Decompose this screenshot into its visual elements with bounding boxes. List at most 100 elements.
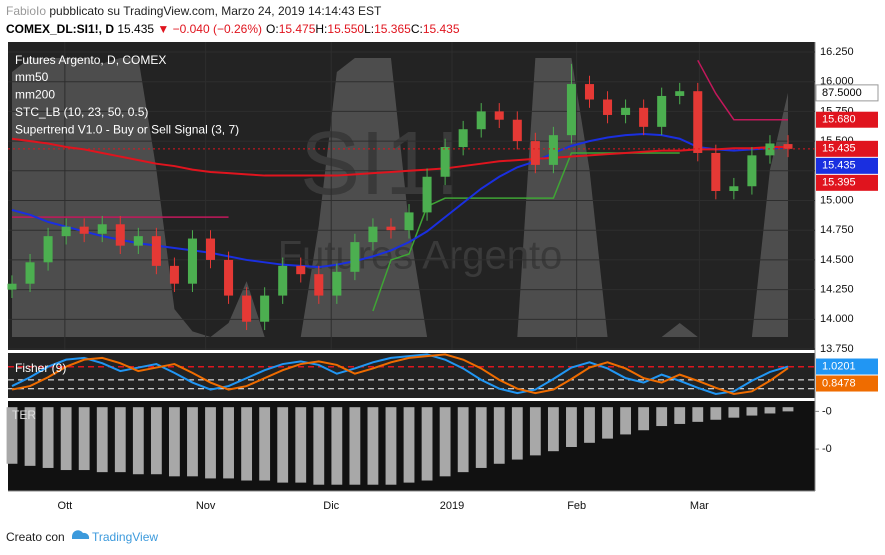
last: 15.435: [117, 22, 154, 36]
candle-body: [711, 152, 721, 192]
ter-bar: [746, 407, 758, 416]
y-tick-label: 14.500: [820, 254, 854, 266]
legend-entry: mm50: [15, 70, 49, 84]
ohlc-value: 15.475: [279, 22, 316, 36]
ter-title: TER: [12, 408, 36, 422]
candle-body: [187, 238, 197, 284]
candle-body: [621, 107, 631, 115]
candle-body: [422, 176, 432, 213]
candle-body: [278, 265, 288, 296]
legend-entry: STC_LB (10, 23, 50, 0.5): [15, 105, 148, 119]
ter-bar: [259, 407, 271, 481]
price-label: 15.680: [822, 114, 856, 126]
footer-text: Creato con: [6, 530, 65, 544]
candle-body: [61, 226, 71, 237]
y-tick-label: 14.750: [820, 224, 854, 236]
candle-body: [386, 226, 396, 231]
fisher-title: Fisher (9): [15, 361, 66, 375]
ter-bar: [205, 407, 216, 479]
ter-tick-label: -0: [822, 405, 832, 417]
candle-body: [657, 95, 667, 127]
candle-body: [584, 84, 594, 100]
symbol: COMEX_DL:SI1!, D: [6, 22, 114, 36]
candle-body: [783, 144, 793, 149]
candle-body: [765, 143, 775, 156]
ter-bar: [42, 407, 54, 468]
ter-bar: [782, 407, 794, 412]
fisher-label: 1.0201: [822, 360, 856, 372]
price-label: 15.395: [822, 177, 856, 189]
price-label-box: [816, 157, 878, 174]
ter-bar: [620, 407, 631, 435]
y-tick-label: 14.000: [820, 313, 854, 325]
pane-title: Futures Argento, D, COMEX: [15, 53, 166, 67]
ter-bar: [692, 407, 704, 422]
watermark-sub: Futures Argento: [278, 234, 563, 278]
ter-bar: [710, 407, 722, 420]
price-label-box: [816, 140, 878, 157]
fisher-label: 0.8478: [822, 377, 856, 389]
ter-bar: [313, 407, 325, 485]
candle-body: [79, 226, 89, 234]
ter-bar: [403, 407, 415, 483]
candle-body: [440, 147, 450, 177]
ter-bar: [78, 407, 90, 471]
candle-body: [675, 91, 685, 96]
candle-body: [115, 224, 125, 246]
fisher-line: [11, 353, 789, 396]
y-tick-label: 14.250: [820, 284, 854, 296]
candle-body: [260, 295, 270, 322]
price-label: 15.435: [822, 160, 856, 172]
ter-bar: [277, 407, 289, 483]
y-tick-label: 15.000: [820, 194, 854, 206]
ohlc: O:15.475H:15.550L:15.365C:15.435: [266, 22, 460, 36]
ter-bar: [169, 407, 180, 477]
ter-bar: [529, 407, 541, 456]
candle-body: [747, 155, 757, 187]
y-tick-label: 16.250: [820, 46, 854, 58]
candle-body: [133, 236, 143, 246]
candle-body: [566, 84, 576, 136]
candle-body: [458, 129, 468, 148]
change: ▼ −0.040 (−0.26%): [157, 22, 262, 36]
candle-body: [350, 242, 360, 272]
ter-bar: [728, 407, 740, 418]
candle-body: [693, 91, 703, 153]
ter-bar: [295, 407, 307, 483]
candle-body: [548, 135, 558, 165]
candle-body: [314, 274, 324, 296]
fisher-label-box: [816, 358, 878, 375]
price-label-box: [815, 84, 879, 102]
candle-body: [151, 236, 161, 266]
candle-body: [404, 212, 414, 231]
candle-body: [512, 119, 522, 142]
ter-bar: [114, 407, 126, 473]
candle-body: [242, 295, 252, 322]
price-label: 87.5000: [822, 87, 862, 99]
candle-body: [476, 111, 486, 130]
fisher-line: [11, 353, 789, 396]
ohlc-label: L:: [364, 22, 374, 36]
ter-bar: [638, 407, 650, 431]
x-tick-label: Feb: [567, 500, 586, 512]
ter-bar: [566, 407, 577, 447]
price-label-box: [816, 111, 878, 128]
ter-bar: [331, 407, 343, 485]
fisher-pane: [8, 353, 815, 398]
ter-bar: [60, 407, 72, 471]
ter-bar: [187, 407, 198, 477]
watermark: SI1!: [300, 114, 460, 214]
footer-brand[interactable]: TradingView: [92, 530, 158, 544]
symbol-line: COMEX_DL:SI1!, D 15.435 ▼ −0.040 (−0.26%…: [6, 22, 460, 36]
x-tick-label: Mar: [690, 500, 709, 512]
header-line: FabioIo pubblicato su TradingView.com, M…: [6, 4, 382, 18]
ter-bar: [6, 407, 18, 464]
stc-area: [12, 58, 788, 337]
candle-body: [729, 186, 739, 192]
stc-layer: [12, 58, 788, 337]
candle-body: [494, 111, 504, 120]
ter-bar: [547, 407, 559, 452]
x-tick-label: Dic: [323, 500, 339, 512]
ter-bar: [584, 407, 595, 443]
